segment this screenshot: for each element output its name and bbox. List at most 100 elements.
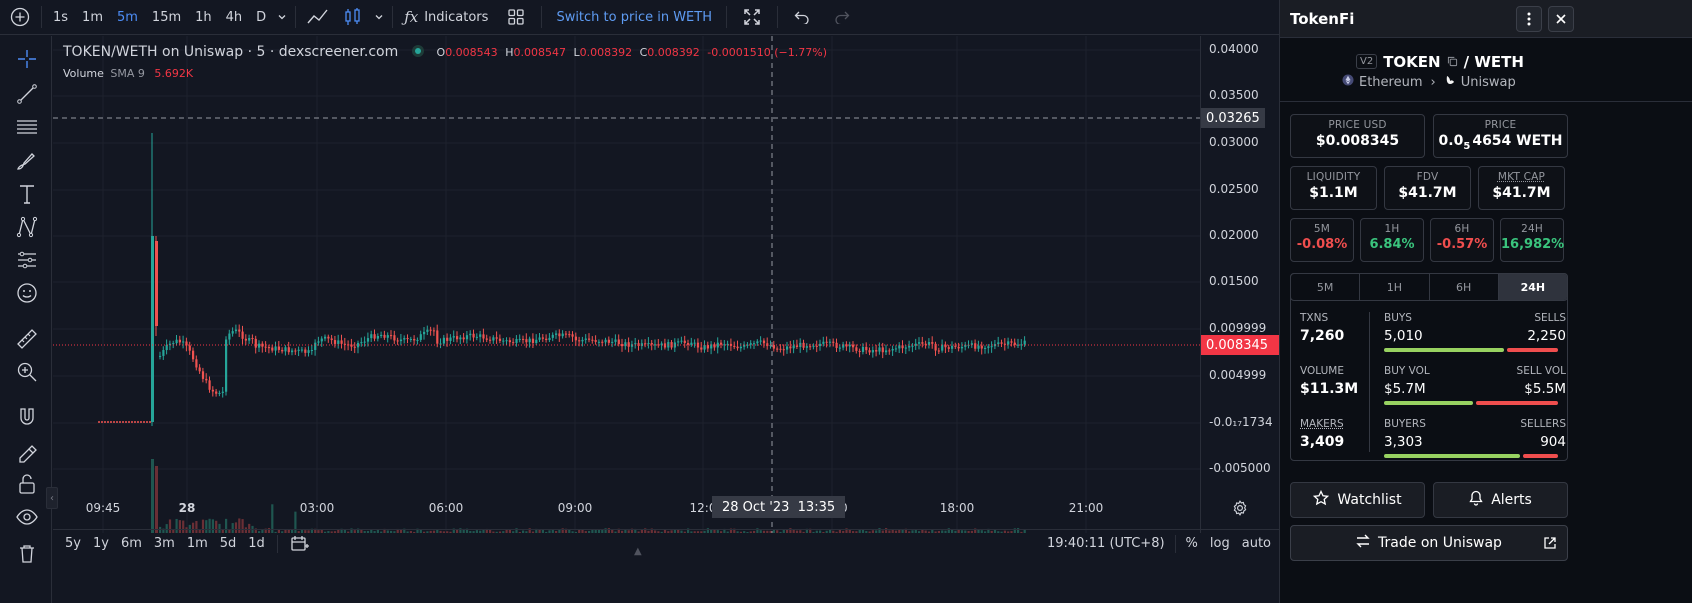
date-range-calendar-icon[interactable] [284,535,316,553]
candle [733,346,735,347]
range-5d[interactable]: 5d [214,536,243,551]
interval-1s[interactable]: 1s [46,0,75,35]
horizontal-lines-icon[interactable] [14,114,40,140]
tab-24h[interactable]: 24H [1499,274,1567,300]
text-tool-icon[interactable] [14,181,40,207]
crosshair-icon[interactable] [14,46,40,72]
candle [456,336,458,339]
interval-15m[interactable]: 15m [145,0,188,35]
candle [558,333,560,336]
buyers-value: 3,303 [1384,434,1423,450]
trade-on-uniswap-button[interactable]: Trade on Uniswap [1290,525,1568,561]
change-card-1h[interactable]: 1H 6.84% [1360,218,1424,262]
log-scale-toggle[interactable]: log [1204,536,1236,551]
candle [377,336,379,339]
candle [1024,341,1026,345]
candle [984,348,986,349]
candle [235,330,237,332]
candle [255,339,257,348]
unlock-icon[interactable] [14,471,40,497]
range-6m[interactable]: 6m [115,536,148,551]
buy-vol-label: BUY VOL [1384,365,1430,377]
external-link-icon[interactable] [1543,536,1557,554]
candle [542,337,544,338]
undo-icon[interactable] [782,0,822,35]
pattern-icon[interactable] [14,214,40,240]
candle [535,340,537,343]
interval-1h[interactable]: 1h [188,0,219,35]
price-axis-label: 0.009999 [1209,321,1266,335]
fullscreen-icon[interactable] [731,0,773,35]
range-1y[interactable]: 1y [87,536,115,551]
line-chart-icon[interactable] [300,0,336,35]
switch-to-weth-button[interactable]: Switch to price in WETH [546,0,722,35]
candle [882,347,884,352]
chart-settings-icon[interactable] [1232,500,1248,516]
more-options-button[interactable] [1516,6,1542,32]
price-axis-label: -0.0₁₇1734 [1209,415,1273,429]
panel-title: TokenFi [1290,10,1354,28]
dex-link[interactable]: Uniswap [1461,75,1516,90]
emoji-icon[interactable] [14,280,40,306]
percent-scale-toggle[interactable]: % [1180,536,1204,551]
interval-4h[interactable]: 4h [219,0,250,35]
candle [915,344,917,346]
candles-chart-icon[interactable] [336,0,370,35]
candle [311,350,313,351]
tab-1h[interactable]: 1H [1360,274,1429,300]
redo-icon[interactable] [822,0,862,35]
candle [1001,342,1003,343]
timezone-clock[interactable]: 19:40:11 (UTC+8) [1041,536,1171,551]
trend-line-icon[interactable] [14,81,40,107]
candle [374,334,376,338]
candle [383,335,385,338]
panel-resize-arrow-icon[interactable]: ▲ [634,546,642,557]
eye-icon[interactable] [14,504,40,530]
interval-dropdown-icon[interactable] [273,0,291,35]
indicators-button[interactable]: ƒx Indicators [397,0,495,35]
time-axis[interactable]: 09:452803:0006:0009:0012:00018:0021:0028… [53,494,1200,522]
candle [245,339,247,341]
brush-icon[interactable] [14,148,40,174]
candle [832,342,834,343]
layouts-grid-icon[interactable] [495,0,537,35]
zoom-in-icon[interactable] [14,359,40,385]
candle [928,342,930,345]
tab-6h[interactable]: 6H [1430,274,1499,300]
ruler-icon[interactable] [14,326,40,352]
interval-1m[interactable]: 1m [75,0,110,35]
candle [921,342,923,344]
ohlc-values: O0.008543 H0.008547 L0.008392 C0.008392 … [437,46,827,59]
alerts-button[interactable]: Alerts [1433,482,1568,518]
range-1m[interactable]: 1m [181,536,214,551]
chevron-right-icon: › [1431,75,1436,90]
base-symbol: TOKEN [1383,53,1440,71]
range-1d[interactable]: 1d [242,536,271,551]
tab-5m[interactable]: 5M [1291,274,1360,300]
watchlist-button[interactable]: Watchlist [1290,482,1425,518]
close-panel-button[interactable] [1548,6,1574,32]
change-card-24h[interactable]: 24H 16,982% [1500,218,1564,262]
price-axis[interactable]: 0.04000 0.03500 0.03000 0.02500 0.02000 0.015… [1200,36,1279,533]
change-card-6h[interactable]: 6H -0.57% [1430,218,1494,262]
candle [572,334,574,336]
interval-5m[interactable]: 5m [110,0,145,35]
chart-type-dropdown-icon[interactable] [370,0,388,35]
add-symbol-icon[interactable] [0,0,37,35]
auto-scale-toggle[interactable]: auto [1236,536,1279,551]
change-card-5m[interactable]: 5M -0.08% [1290,218,1354,262]
candle [862,347,864,352]
price-chart[interactable] [53,36,1200,533]
candle [918,342,920,344]
interval-d[interactable]: D [249,0,273,35]
candle [578,340,580,341]
range-3m[interactable]: 3m [148,536,181,551]
magnet-icon[interactable] [14,404,40,430]
copy-address-icon[interactable] [1447,52,1458,71]
range-5y[interactable]: 5y [59,536,87,551]
prediction-tools-icon[interactable] [14,247,40,273]
trash-icon[interactable] [14,541,40,567]
chain-link[interactable]: Ethereum [1359,75,1423,90]
lock-drawing-icon[interactable] [14,438,40,464]
chart-pane[interactable]: 1s 1m 5m 15m 1h 4h D ƒx Indicators Switch to p… [0,0,1379,603]
